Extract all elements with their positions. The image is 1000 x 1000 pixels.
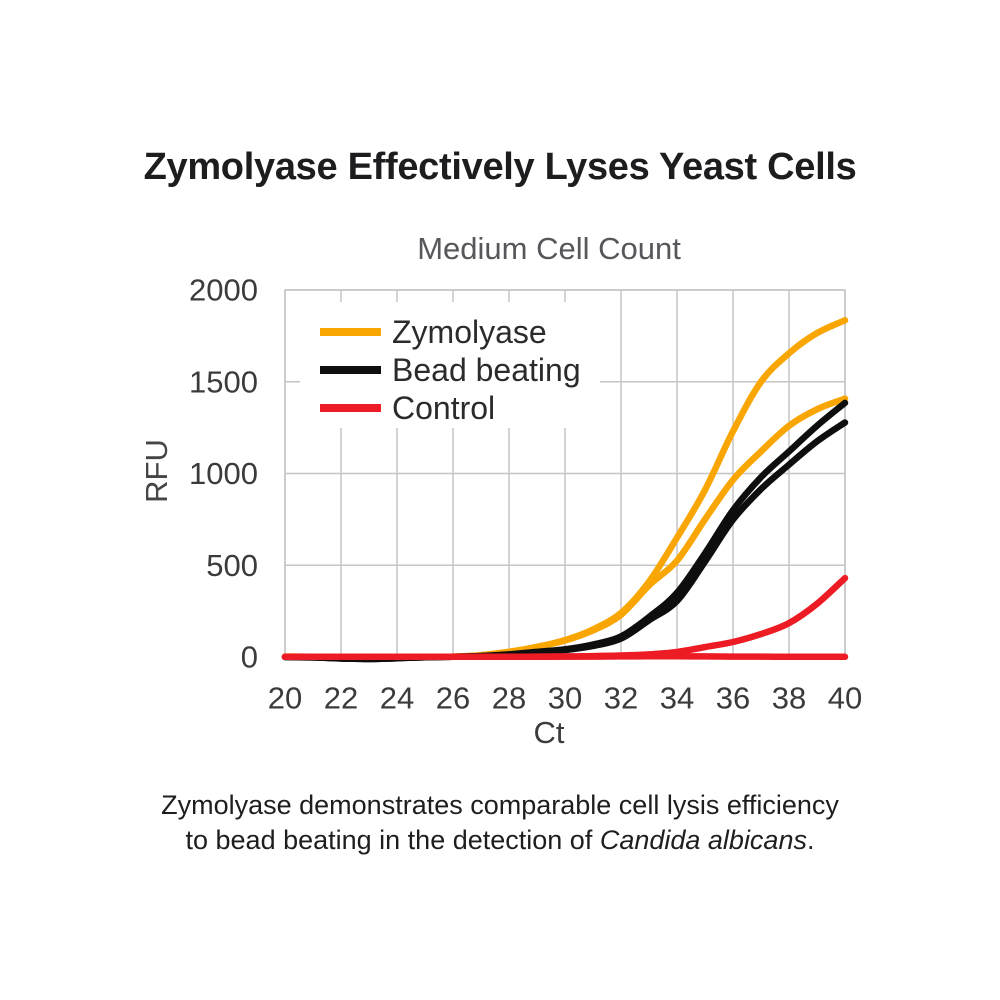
caption: Zymolyase demonstrates comparable cell l… xyxy=(50,788,950,858)
y-tick-label: 1500 xyxy=(189,364,258,399)
zymolyase-line-swatch-icon xyxy=(320,328,381,336)
x-axis-title: Ct xyxy=(533,715,565,750)
legend-item-zymolyase: Zymolyase xyxy=(320,313,581,351)
x-tick-label: 26 xyxy=(436,681,470,716)
x-tick-label: 28 xyxy=(492,681,526,716)
x-tick-label: 32 xyxy=(604,681,638,716)
figure-title: Zymolyase Effectively Lyses Yeast Cells xyxy=(143,146,857,188)
x-tick-label: 38 xyxy=(772,681,806,716)
legend-label: Bead beating xyxy=(392,351,581,388)
x-tick-label: 30 xyxy=(548,681,582,716)
y-tick-label: 500 xyxy=(206,548,258,583)
legend-item-control: Control xyxy=(320,389,581,427)
x-tick-label: 34 xyxy=(660,681,694,716)
legend-item-bead-beating: Bead beating xyxy=(320,351,581,389)
x-tick-label: 22 xyxy=(324,681,358,716)
legend-label: Zymolyase xyxy=(392,313,547,350)
x-tick-label: 40 xyxy=(828,681,862,716)
y-tick-label: 1000 xyxy=(189,456,258,491)
x-tick-label: 36 xyxy=(716,681,750,716)
legend-label: Control xyxy=(392,389,496,426)
caption-line-2: to bead beating in the detection of Cand… xyxy=(185,825,815,855)
caption-line-1: Zymolyase demonstrates comparable cell l… xyxy=(161,790,839,820)
bead-beating-line-swatch-icon xyxy=(320,366,381,374)
y-axis-title: RFU xyxy=(139,439,174,503)
y-tick-label: 0 xyxy=(241,640,258,675)
x-tick-label: 24 xyxy=(380,681,414,716)
series-line-control xyxy=(281,652,849,661)
control-line-swatch-icon xyxy=(320,404,381,412)
chart-subtitle: Medium Cell Count xyxy=(417,231,681,266)
y-tick-label: 2000 xyxy=(189,273,258,308)
legend: Zymolyase Bead beating Control xyxy=(320,313,581,427)
x-tick-label: 20 xyxy=(268,681,302,716)
